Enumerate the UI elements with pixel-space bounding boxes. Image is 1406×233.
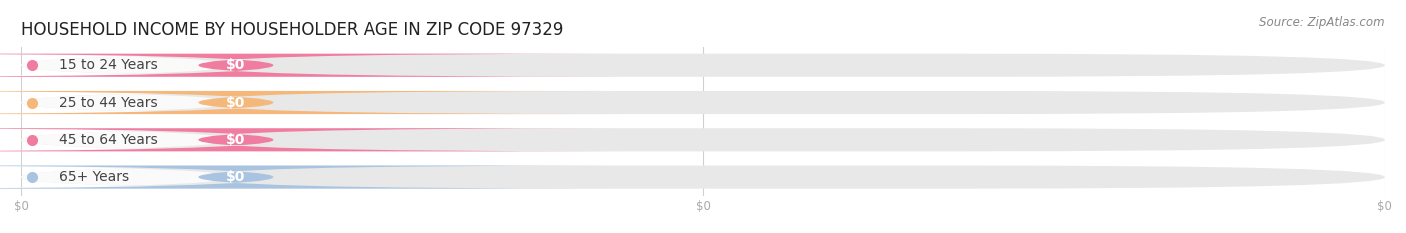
FancyBboxPatch shape — [0, 128, 444, 151]
Text: 25 to 44 Years: 25 to 44 Years — [59, 96, 157, 110]
FancyBboxPatch shape — [21, 91, 1385, 114]
Text: HOUSEHOLD INCOME BY HOUSEHOLDER AGE IN ZIP CODE 97329: HOUSEHOLD INCOME BY HOUSEHOLDER AGE IN Z… — [21, 21, 564, 39]
Text: $0: $0 — [226, 170, 246, 184]
FancyBboxPatch shape — [0, 165, 444, 189]
FancyBboxPatch shape — [0, 91, 444, 114]
Text: Source: ZipAtlas.com: Source: ZipAtlas.com — [1260, 16, 1385, 29]
Text: 65+ Years: 65+ Years — [59, 170, 129, 184]
Text: $0: $0 — [226, 96, 246, 110]
FancyBboxPatch shape — [21, 128, 1385, 151]
Text: $0: $0 — [226, 58, 246, 72]
Text: 15 to 24 Years: 15 to 24 Years — [59, 58, 157, 72]
FancyBboxPatch shape — [0, 54, 621, 77]
FancyBboxPatch shape — [0, 165, 621, 189]
FancyBboxPatch shape — [0, 91, 621, 114]
FancyBboxPatch shape — [0, 54, 444, 77]
FancyBboxPatch shape — [21, 165, 1385, 189]
Text: 45 to 64 Years: 45 to 64 Years — [59, 133, 157, 147]
FancyBboxPatch shape — [0, 128, 621, 151]
FancyBboxPatch shape — [21, 54, 1385, 77]
Text: $0: $0 — [226, 133, 246, 147]
